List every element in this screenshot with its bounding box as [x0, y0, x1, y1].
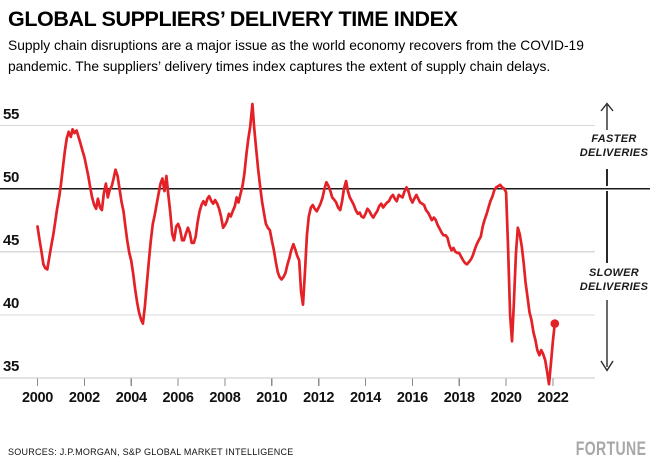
x-axis-label-2012: 2012	[303, 390, 335, 406]
subtitle-line-1: Supply chain disruptions are a major iss…	[8, 38, 584, 53]
sources-text: SOURCES: J.P.MORGAN, S&P GLOBAL MARKET I…	[8, 447, 294, 457]
y-axis-label-50: 50	[3, 168, 20, 186]
x-axis-label-2004: 2004	[115, 390, 147, 406]
slower-deliveries-label: SLOWER DELIVERIES	[579, 267, 649, 293]
slower-connector-line	[606, 191, 608, 263]
faster-deliveries-arrow-icon	[600, 102, 614, 130]
subtitle-line-2: pandemic. The suppliers’ delivery times …	[8, 58, 551, 74]
x-axis-label-2022: 2022	[537, 390, 569, 406]
x-axis-label-2018: 2018	[443, 390, 475, 406]
x-axis-label-2000: 2000	[21, 390, 54, 406]
x-axis-label-2020: 2020	[490, 390, 522, 406]
y-axis-label-55: 55	[3, 105, 20, 123]
chart-subtitle: Supply chain disruptions are a major iss…	[8, 36, 648, 77]
x-axis-label-2016: 2016	[396, 390, 428, 406]
x-axis-label-2006: 2006	[162, 390, 194, 406]
x-axis-label-2010: 2010	[256, 390, 288, 406]
y-axis-label-35: 35	[3, 357, 20, 375]
delivery-index-line	[36, 102, 557, 386]
page-title: GLOBAL SUPPLIERS’ DELIVERY TIME INDEX	[8, 7, 458, 31]
latest-value-dot	[550, 319, 560, 328]
y-axis-label-45: 45	[3, 231, 20, 249]
y-axis-label-40: 40	[3, 294, 20, 312]
faster-connector-line	[606, 169, 608, 186]
fortune-logo: FORTUNE	[575, 439, 646, 460]
faster-deliveries-label: FASTER DELIVERIES	[579, 133, 649, 159]
x-axis-label-2002: 2002	[68, 390, 100, 406]
slower-deliveries-arrow-icon	[600, 300, 614, 372]
x-axis-label-2008: 2008	[209, 390, 241, 406]
x-axis-label-2014: 2014	[349, 390, 382, 406]
